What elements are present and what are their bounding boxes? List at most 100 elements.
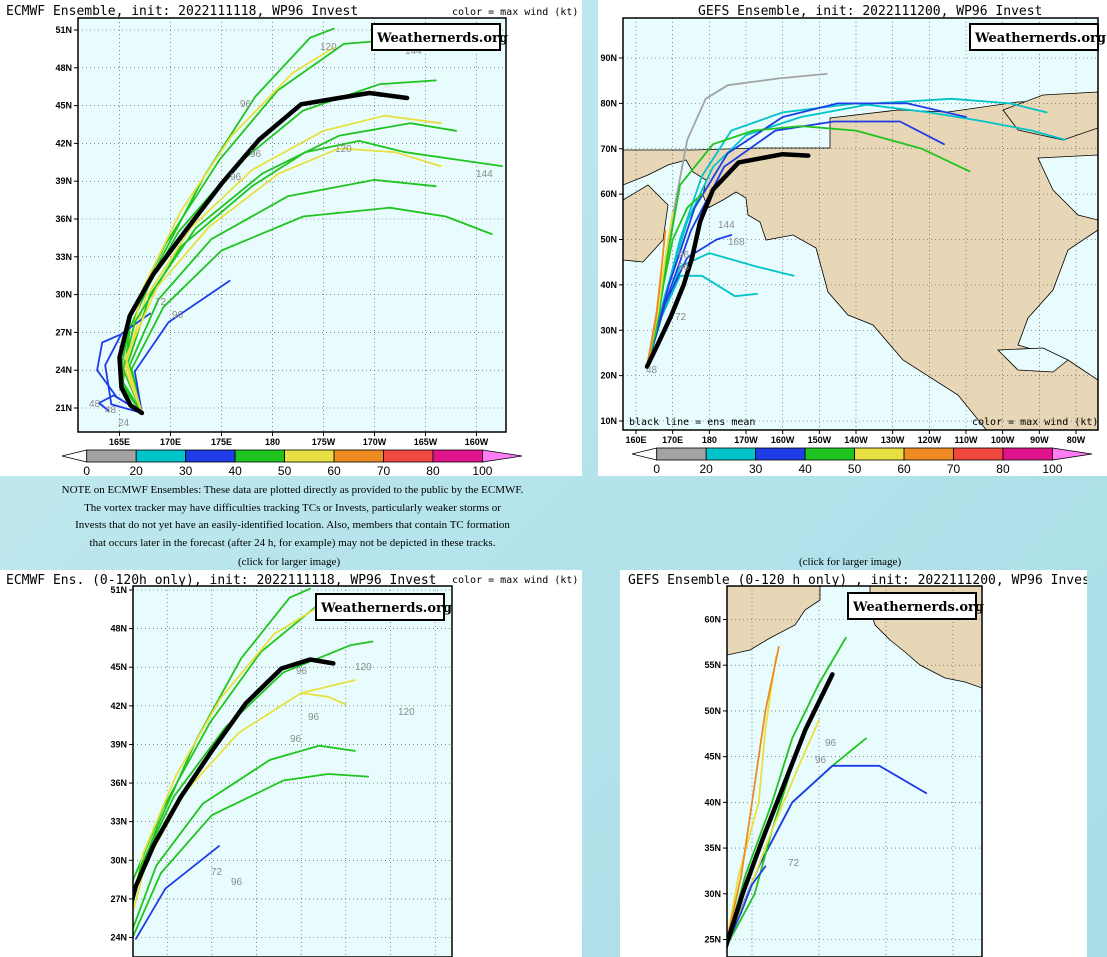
forecast-hour-label: 96 <box>172 310 184 321</box>
forecast-hour-label: 120 <box>398 707 415 718</box>
forecast-hour-label: 96 <box>250 149 262 160</box>
watermark-box <box>371 23 501 51</box>
lat-tick-label: 90N <box>600 53 617 63</box>
ensemble-member-track <box>133 773 370 938</box>
colorbar-swatch <box>185 449 236 463</box>
panel-gefs-120h[interactable]: GEFS Ensemble (0-120 h only) , init: 202… <box>620 570 1087 957</box>
ensemble-member-track <box>646 102 967 368</box>
colorbar-tick-label: 60 <box>897 462 911 476</box>
lat-tick-label: 50N <box>704 706 721 716</box>
forecast-hour-label: 48 <box>105 405 117 416</box>
watermark-box <box>315 593 445 621</box>
panel-title: ECMWF Ensemble, init: 2022111118, WP96 I… <box>6 4 358 19</box>
lon-tick-label: 160E <box>625 435 646 445</box>
watermark-text: Weathernerds.org <box>376 31 508 46</box>
note-line: Invests that do not yet have an easily-i… <box>75 519 510 531</box>
watermark-text: Weathernerds.org <box>320 601 452 616</box>
lat-tick-label: 21N <box>55 403 72 413</box>
lat-tick-label: 45N <box>110 662 127 672</box>
panel-title: GEFS Ensemble (0-120 h only) , init: 202… <box>628 573 1087 588</box>
forecast-hour-label: 96 <box>290 734 302 745</box>
ensemble-member-track <box>646 193 703 368</box>
lon-tick-label: 175W <box>312 437 336 447</box>
forecast-hour-label: 96 <box>825 738 837 749</box>
forecast-hour-label: 120 <box>355 662 372 673</box>
land-arctic-islands <box>1002 91 1098 141</box>
lat-tick-label: 40N <box>600 280 617 290</box>
lon-tick-label: 130W <box>881 435 905 445</box>
colorbar-tick-label: 40 <box>798 462 812 476</box>
colorbar-tick-label: 0 <box>653 462 660 476</box>
land-kamchatka <box>623 184 669 263</box>
panel-gefs[interactable]: GEFS Ensemble, init: 2022111200, WP96 In… <box>598 0 1107 476</box>
lat-tick-label: 60N <box>704 615 721 625</box>
forecast-hour-label: 96 <box>678 262 690 273</box>
colorbar-swatch <box>234 449 285 463</box>
watermark: Weathernerds.org <box>969 23 1106 51</box>
panel-ecmwf-120h[interactable]: ECMWF Ens. (0-120h only), init: 20221111… <box>0 570 582 957</box>
ensemble-member-track <box>124 147 442 414</box>
click-larger-link-right[interactable]: (click for larger image) <box>799 556 902 568</box>
lat-tick-label: 24N <box>55 365 72 375</box>
colorbar-tick-label: 40 <box>228 464 242 476</box>
lon-tick-label: 180 <box>702 435 717 445</box>
ecmwf-120h-svg: ECMWF Ens. (0-120h only), init: 20221111… <box>6 573 578 957</box>
ensemble-member-track <box>646 229 667 368</box>
colorbar-swatch <box>333 449 384 463</box>
colorbar-tick-label: 100 <box>1042 462 1062 476</box>
lon-tick-label: 170W <box>363 437 387 447</box>
panel-title: GEFS Ensemble, init: 2022111200, WP96 In… <box>698 4 1042 19</box>
ensemble-member-track <box>130 206 493 414</box>
lon-tick-label: 80W <box>1067 435 1086 445</box>
lon-tick-label: 170W <box>734 435 758 445</box>
color-note: color = max wind (kt) <box>452 575 578 586</box>
colorbar: 0 20 30 40 50 60 70 80 100 <box>631 447 1093 476</box>
lat-tick-label: 20N <box>600 371 617 381</box>
colorbar-swatch <box>953 447 1004 461</box>
forecast-hour-label: 72 <box>675 312 687 323</box>
forecast-hour-label: 120 <box>335 144 352 155</box>
lon-tick-label: 150W <box>808 435 832 445</box>
forecast-hour-label: 96 <box>230 172 242 183</box>
click-larger-link-left[interactable]: (click for larger image) <box>238 556 341 568</box>
forecast-hour-label: 48 <box>646 365 658 376</box>
forecast-hour-label: 96 <box>296 666 308 677</box>
ensemble-member-track <box>727 773 791 948</box>
forecast-hour-label: 120 <box>320 42 337 53</box>
ensemble-member-track <box>727 655 778 944</box>
forecast-hour-label: 144 <box>718 220 735 231</box>
forecast-hour-label: 72 <box>788 858 800 869</box>
plot-frame <box>77 17 507 433</box>
land-kamchatka <box>727 586 821 656</box>
plot-frame <box>622 17 1099 431</box>
lat-tick-label: 42N <box>55 138 72 148</box>
lat-tick-label: 48N <box>110 624 127 634</box>
lat-tick-label: 33N <box>55 252 72 262</box>
lat-tick-label: 45N <box>55 101 72 111</box>
colorbar-swatch <box>903 447 954 461</box>
ensemble-member-track <box>727 646 780 945</box>
lat-tick-label: 70N <box>600 144 617 154</box>
lat-tick-label: 48N <box>55 63 72 73</box>
lat-tick-label: 10N <box>600 416 617 426</box>
hudson-bay <box>1037 154 1098 221</box>
panel-ecmwf[interactable]: ECMWF Ensemble, init: 2022111118, WP96 I… <box>0 0 582 476</box>
lat-tick-label: 35N <box>704 843 721 853</box>
colorbar-tick-label: 50 <box>848 462 862 476</box>
ocean-background <box>133 586 452 957</box>
lat-tick-label: 30N <box>55 290 72 300</box>
ensemble-member-track <box>133 279 231 414</box>
lon-tick-label: 170E <box>160 437 181 447</box>
lat-tick-label: 30N <box>704 889 721 899</box>
color-note: color = max wind (kt) <box>972 417 1098 428</box>
plot-area: 120 144120144969696729648482451N48N45N42N… <box>55 17 507 447</box>
colorbar-swatch <box>656 447 707 461</box>
colorbar-swatch <box>755 447 806 461</box>
colorbar-tick-label: 0 <box>83 464 90 476</box>
ensemble-member-track <box>726 73 828 87</box>
lon-tick-label: 165E <box>109 437 130 447</box>
lat-tick-label: 42N <box>110 701 127 711</box>
ocean-background <box>78 18 506 432</box>
gulf-of-mexico <box>997 347 1069 373</box>
